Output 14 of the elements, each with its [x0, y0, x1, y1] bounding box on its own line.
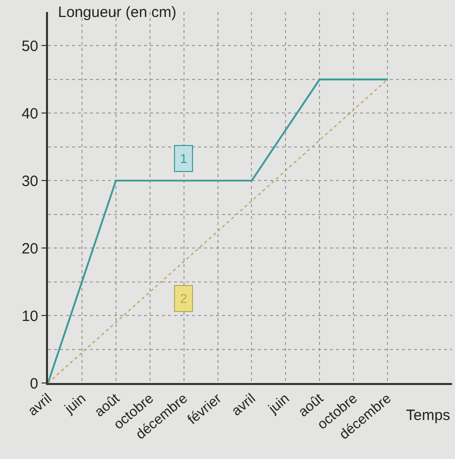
- y-axis-title: Longueur (en cm): [58, 4, 176, 21]
- line-series: [48, 78, 388, 383]
- x-axis-title: Temps: [406, 407, 450, 424]
- y-tick-label: 10: [22, 308, 38, 325]
- y-tick-label: 20: [22, 240, 38, 258]
- x-tick-label: avril: [228, 390, 258, 419]
- y-tick-label: 30: [22, 172, 38, 190]
- x-tick-label: juin: [264, 390, 292, 417]
- x-tick-label: avril: [24, 390, 54, 419]
- y-tick-label: 0: [30, 375, 38, 392]
- y-tick-label: 40: [22, 105, 38, 122]
- series-label: 1: [180, 151, 188, 166]
- x-tick-label: juin: [60, 390, 88, 417]
- y-tick-label: 50: [22, 38, 38, 55]
